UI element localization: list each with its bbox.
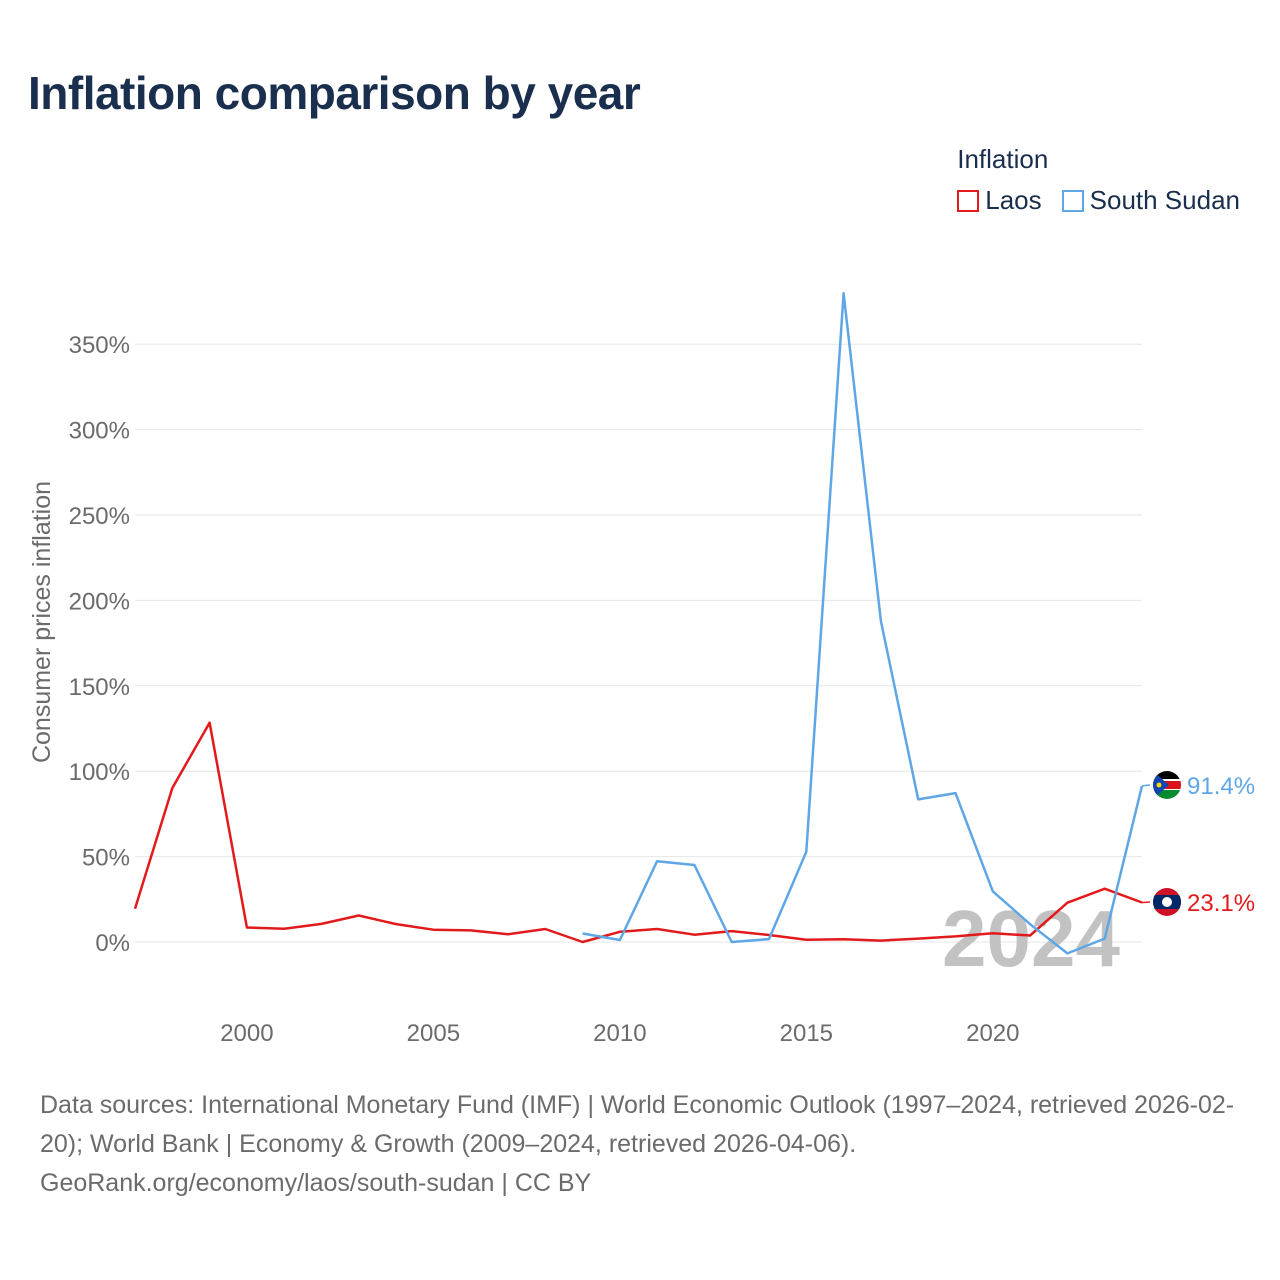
legend-title: Inflation — [957, 144, 1049, 174]
x-tick-label: 2020 — [966, 1020, 1019, 1047]
end-value-label: 91.4% — [1187, 773, 1255, 800]
legend-swatch-laos — [957, 189, 980, 212]
y-tick-label: 350% — [69, 332, 130, 359]
y-tick-label: 100% — [69, 759, 130, 786]
legend-swatch-south-sudan — [1061, 189, 1084, 212]
y-tick-label: 250% — [69, 503, 130, 530]
x-axis-ticks: 2000 2005 2010 2015 2020 — [220, 1020, 1019, 1047]
end-connector — [1141, 784, 1151, 787]
south-sudan-flag-icon — [1153, 771, 1181, 799]
legend-label-south-sudan: South Sudan — [1089, 185, 1240, 215]
sources-link[interactable]: GeoRank.org/economy/laos/south-sudan | C… — [40, 1169, 592, 1197]
legend-item-south-sudan[interactable]: South Sudan — [1061, 185, 1240, 216]
y-axis-label: Consumer prices inflation — [28, 481, 56, 763]
x-tick-label: 2000 — [220, 1020, 273, 1047]
y-tick-label: 150% — [69, 674, 130, 701]
series-line-south-sudan[interactable] — [582, 292, 1144, 955]
y-tick-label: 0% — [95, 930, 130, 957]
end-connector — [1141, 901, 1151, 904]
x-tick-label: 2015 — [780, 1020, 833, 1047]
grid-lines — [135, 343, 1142, 943]
series-lines — [133, 292, 1144, 955]
series-line-laos[interactable] — [133, 721, 1143, 944]
y-tick-label: 200% — [69, 588, 130, 615]
sources-text: Data sources: International Monetary Fun… — [40, 1091, 1235, 1158]
legend-item-laos[interactable]: Laos — [957, 185, 1042, 216]
chart-title: Inflation comparison by year — [28, 67, 641, 119]
end-value-label: 23.1% — [1187, 890, 1255, 917]
y-tick-label: 300% — [69, 418, 130, 445]
laos-flag-icon — [1153, 888, 1181, 916]
y-tick-label: 50% — [82, 845, 130, 872]
year-watermark: 2024 — [942, 894, 1120, 983]
legend-label-laos: Laos — [985, 185, 1042, 215]
y-axis-ticks: 0% 50% 100% 150% 200% 250% 300% 350% — [69, 332, 130, 957]
legend: Inflation Laos South Sudan — [957, 144, 1240, 216]
series-end-markers: 23.1% 91.4% — [1141, 771, 1255, 917]
line-chart: 0%50%100%150%200%250%300%350% 2000 2005 20… — [28, 292, 1255, 1047]
x-tick-label: 2010 — [593, 1020, 646, 1047]
data-sources: Data sources: International Monetary Fun… — [40, 1086, 1250, 1203]
x-tick-label: 2005 — [407, 1020, 460, 1047]
